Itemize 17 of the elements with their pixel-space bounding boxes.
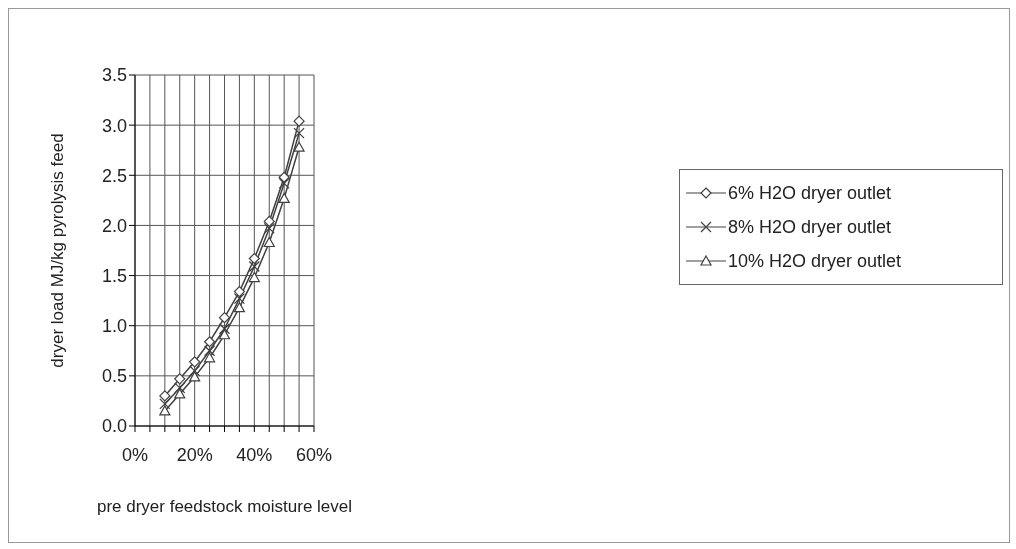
y-axis-title: dryer load MJ/kg pyrolysis feed [48,133,68,368]
y-tick-label: 0.5 [101,366,127,387]
x-tick-label: 0% [121,444,149,465]
legend-label: 10% H2O dryer outlet [728,250,902,272]
y-tick-label: 1.0 [101,316,127,337]
y-tick-label: 2.0 [101,215,127,236]
y-tick-label: 2.5 [101,165,127,186]
x-axis-title: pre dryer feedstock moisture level [96,497,353,516]
legend-label: 6% H2O dryer outlet [728,182,892,204]
y-tick-label: 3.0 [101,115,127,136]
x-tick-label: 40% [236,444,273,465]
legend-label: 8% H2O dryer outlet [728,216,892,238]
x-tick-label: 60% [295,444,333,465]
y-tick-label: 0.0 [101,416,127,437]
y-tick-label: 1.5 [101,265,127,286]
x-tick-label: 20% [176,444,213,465]
y-tick-label: 3.5 [101,65,127,86]
